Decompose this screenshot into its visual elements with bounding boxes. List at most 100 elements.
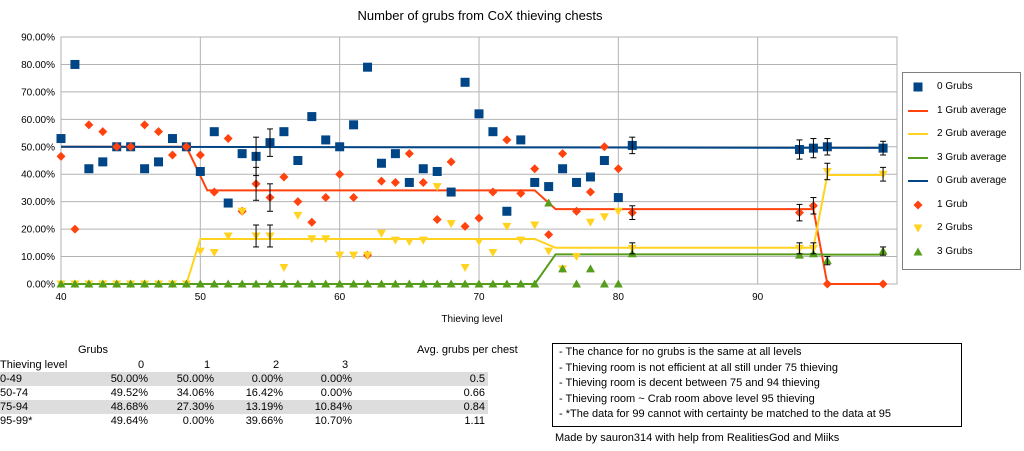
data-point-3-grubs	[390, 279, 400, 288]
note-line: - Thieving room ~ Crab room above level …	[559, 392, 815, 405]
table-cell-avg: 0.5	[469, 373, 485, 385]
data-point-1-grub	[404, 149, 414, 159]
legend-label: 2 Grub average	[937, 128, 1007, 139]
error-bar	[267, 224, 273, 248]
data-point-1-grub	[488, 187, 498, 197]
series-line-2-grub-average	[61, 174, 884, 285]
data-point-0-grubs	[167, 134, 177, 144]
y-tick-label: 0.00%	[27, 280, 55, 291]
data-point-2-grubs	[349, 251, 359, 260]
data-point-0-grubs	[56, 134, 66, 144]
table-cell-c0: 48.68%	[110, 401, 148, 413]
table-cell-level: 0-49	[0, 373, 23, 385]
data-point-2-grubs	[293, 211, 303, 220]
y-tick-label: 10.00%	[21, 252, 55, 263]
data-point-2-grubs	[488, 248, 498, 257]
table-cell-c2: 39.66%	[245, 415, 283, 427]
table-cell-c1: 50.00%	[176, 373, 214, 385]
data-point-1-grub	[98, 127, 108, 137]
data-point-0-grubs	[474, 109, 484, 119]
legend-item-1-grub-average: 1 Grub average	[903, 103, 1020, 119]
data-point-0-grubs	[335, 142, 345, 152]
y-tick-label: 90.00%	[21, 33, 55, 44]
data-point-0-grubs	[585, 172, 595, 182]
error-bar	[810, 242, 817, 255]
legend-item-3-grub-average: 3 Grub average	[903, 150, 1020, 166]
table-cell-c1: 34.06%	[176, 387, 214, 399]
legend-marker-3-grubs	[913, 247, 923, 255]
y-tick-label: 70.00%	[21, 87, 55, 98]
data-point-1-grub	[223, 134, 233, 144]
data-point-2-grubs	[223, 232, 233, 241]
data-point-2-grubs	[474, 237, 484, 246]
table-cell-c0: 50.00%	[110, 373, 148, 385]
table-cell-c2: 0.00%	[251, 373, 283, 385]
data-point-0-grubs	[488, 127, 498, 137]
data-point-2-grubs	[613, 207, 623, 216]
y-tick-label: 50.00%	[21, 142, 55, 153]
data-point-1-grub	[418, 177, 428, 187]
data-point-1-grub	[878, 279, 888, 289]
legend-label: 1 Grub average	[937, 104, 1007, 116]
legend-symbol-3-grub-average	[908, 156, 928, 159]
legend-symbol-1-grub-average	[908, 109, 928, 112]
x-axis-label: Thieving level	[441, 314, 502, 325]
legend-item-3-grubs: 3 Grubs	[903, 244, 1020, 260]
data-point-1-grub	[126, 142, 136, 152]
data-point-3-grubs	[265, 279, 275, 288]
data-point-0-grubs	[70, 59, 80, 69]
header-col-1: 1	[204, 359, 211, 371]
notes-box: - The chance for no grubs is the same at…	[552, 343, 962, 427]
data-point-3-grubs	[84, 279, 94, 288]
data-point-0-grubs	[404, 177, 414, 187]
header-col-2: 2	[273, 359, 280, 371]
series-layer	[56, 59, 888, 289]
data-point-0-grubs	[140, 164, 150, 174]
table-cell-level: 75-94	[0, 401, 29, 413]
table-cell-level: 95-99*	[0, 415, 33, 427]
data-point-3-grubs	[488, 279, 498, 288]
error-bar	[824, 138, 831, 156]
table-cell-c3: 0.00%	[320, 373, 352, 385]
note-line: - Thieving room is decent between 75 and…	[559, 377, 820, 389]
data-point-0-grubs	[209, 127, 219, 137]
data-point-3-grubs	[279, 279, 289, 288]
legend-label: 3 Grubs	[937, 245, 973, 257]
data-point-1-grub	[195, 150, 205, 160]
data-point-1-grub	[70, 224, 80, 234]
data-point-3-grubs	[613, 279, 623, 288]
data-point-1-grub	[321, 193, 331, 203]
error-bar	[253, 224, 260, 248]
data-point-1-grub	[390, 177, 400, 187]
data-point-3-grubs	[70, 279, 80, 288]
data-point-1-grub	[530, 164, 540, 174]
error-bar	[810, 197, 817, 215]
data-point-3-grubs	[599, 279, 609, 288]
data-point-0-grubs	[349, 120, 359, 130]
legend-symbol-2-grubs	[913, 224, 923, 233]
table-row: 0-49 50.00% 50.00% 0.00% 0.00% 0.5	[0, 372, 488, 386]
data-point-2-grubs	[502, 222, 512, 231]
data-point-3-grubs	[432, 279, 442, 288]
data-point-2-grubs	[516, 236, 526, 245]
data-point-0-grubs	[544, 182, 554, 192]
data-point-0-grubs	[84, 164, 94, 174]
data-point-2-grubs	[530, 221, 540, 230]
data-point-3-grubs	[251, 279, 261, 288]
data-point-3-grubs	[376, 279, 386, 288]
table-cell-level: 50-74	[0, 387, 29, 399]
header-col-3: 3	[342, 359, 349, 371]
data-point-3-grubs	[335, 279, 345, 288]
legend-symbol-1-grub	[913, 200, 923, 209]
data-point-3-grubs	[140, 279, 150, 288]
y-tick-label: 40.00%	[21, 170, 55, 181]
error-bar	[796, 139, 803, 160]
data-point-3-grubs	[293, 279, 303, 288]
data-point-2-grubs	[432, 183, 442, 192]
series-line-0-grub-average	[60, 145, 884, 149]
data-point-2-grubs	[376, 229, 386, 238]
data-point-0-grubs	[432, 166, 442, 176]
data-point-2-grubs	[209, 248, 219, 257]
x-tick-label: 60	[334, 292, 346, 303]
